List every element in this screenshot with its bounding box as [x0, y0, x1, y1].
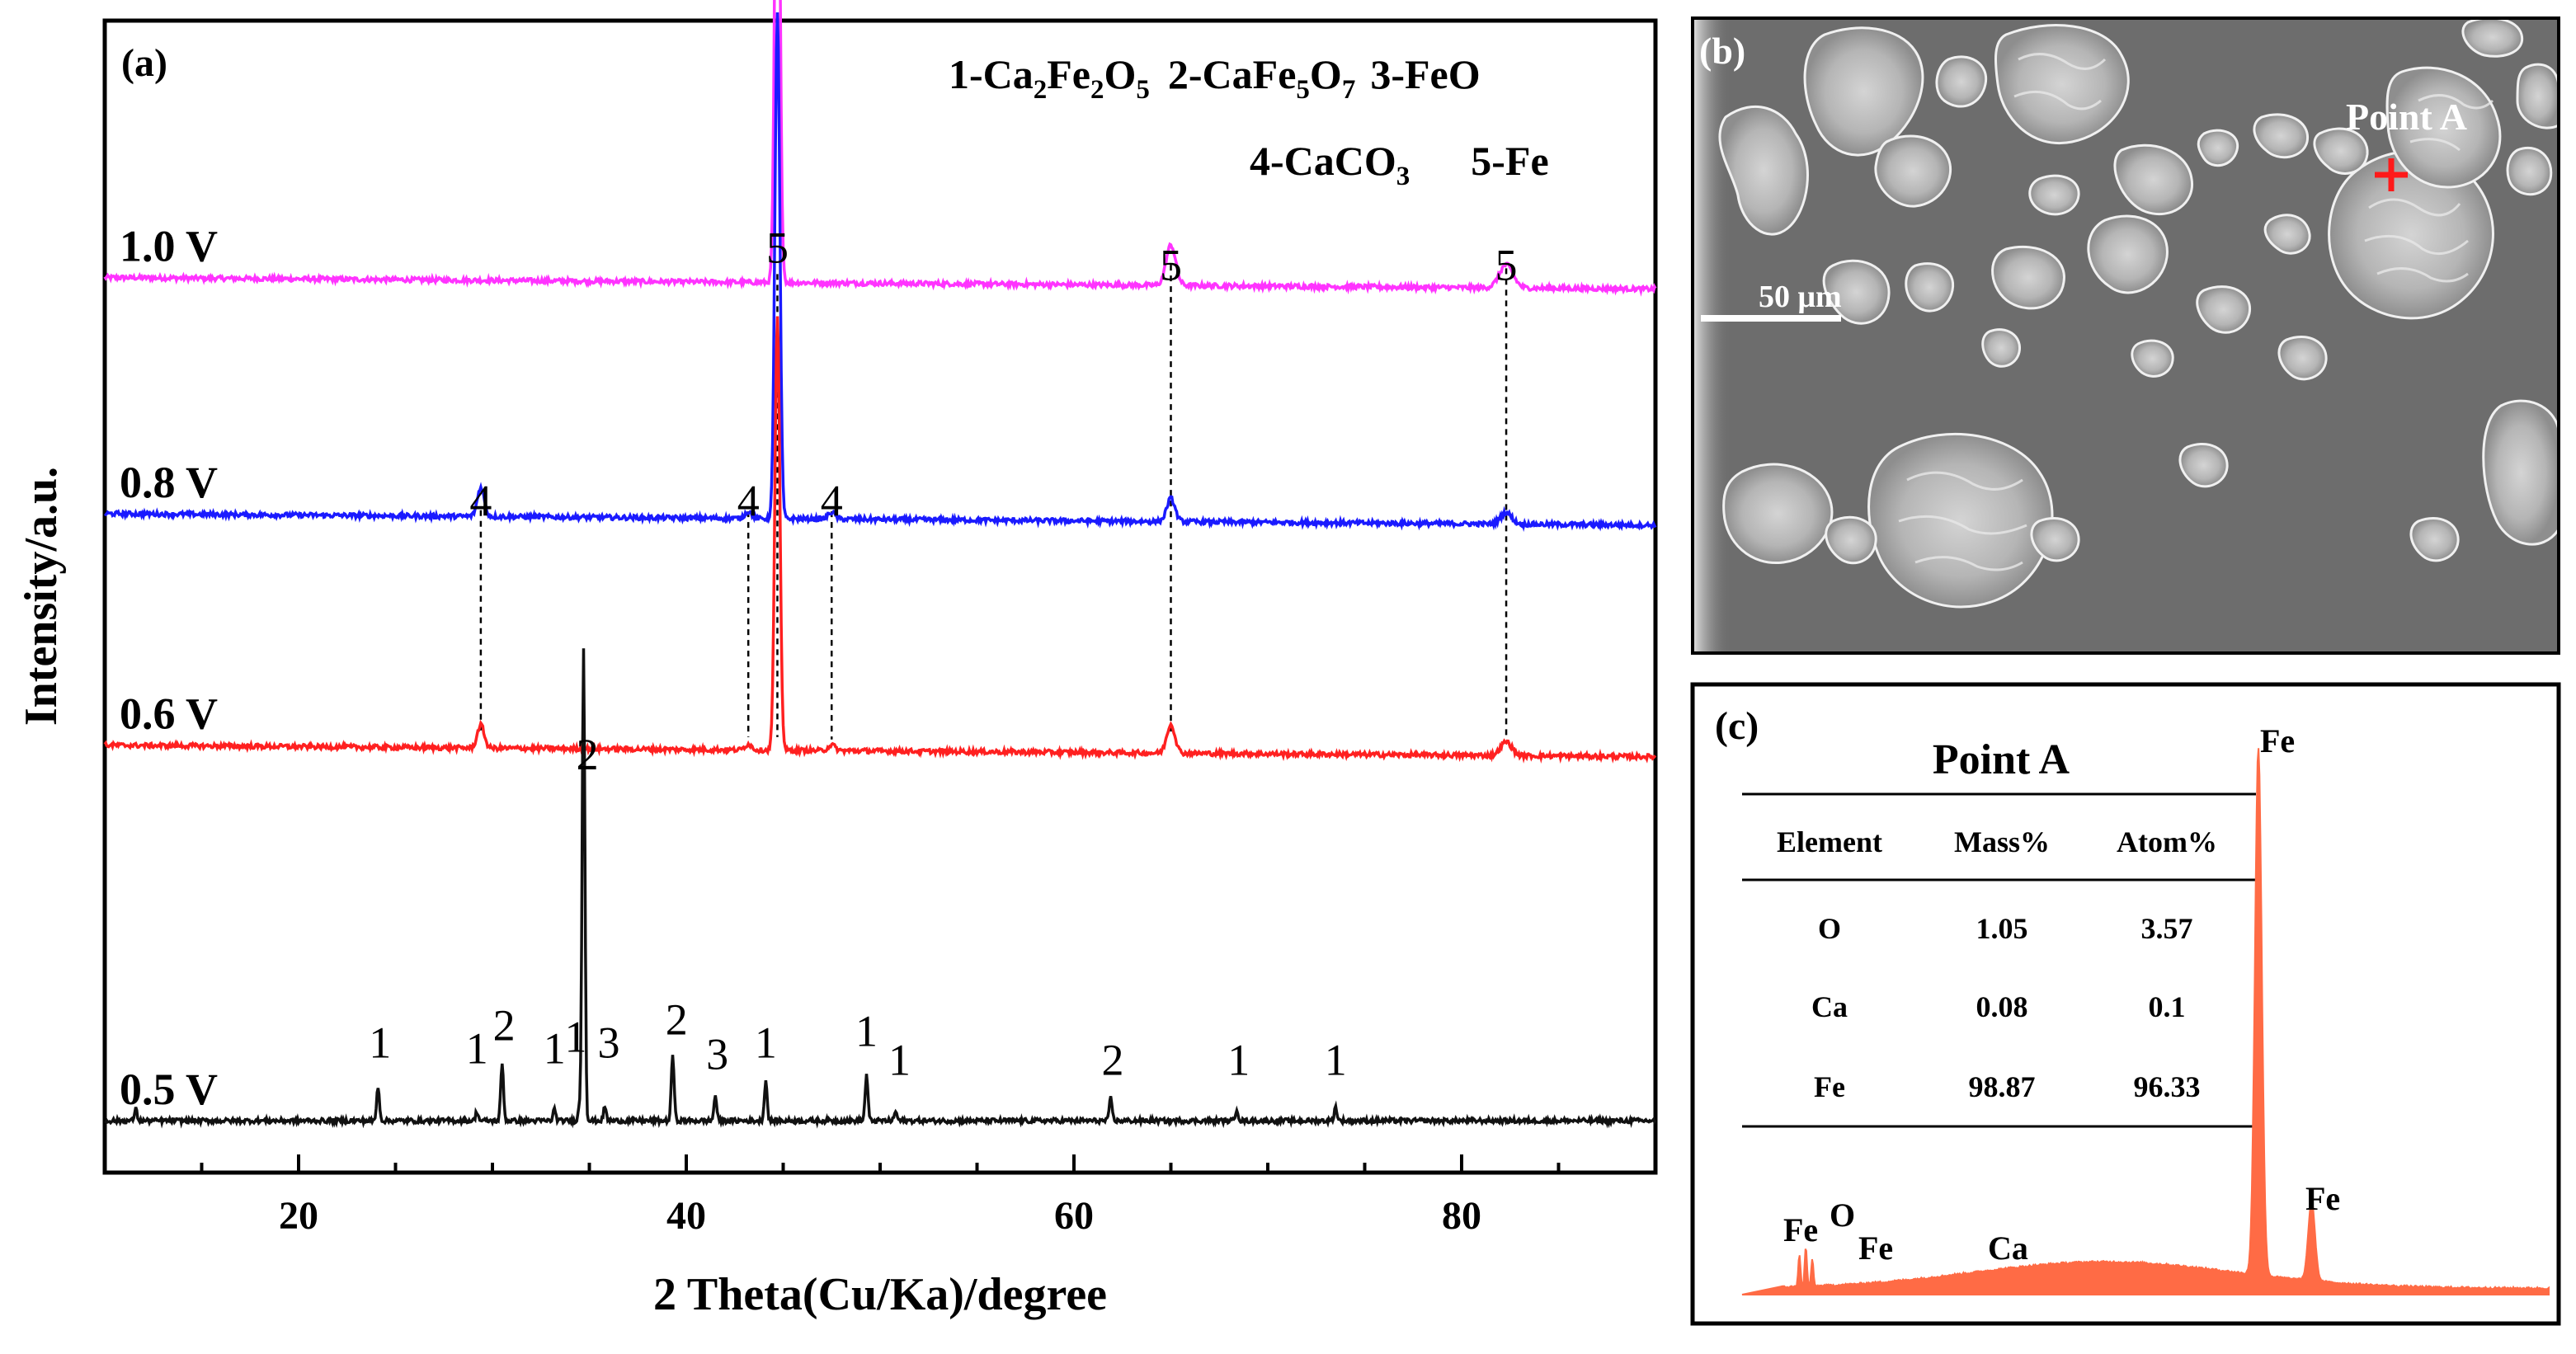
peak-label: 4	[737, 477, 760, 526]
sem-particle-texture	[1898, 53, 2494, 571]
peak-label: 1	[1325, 1035, 1347, 1084]
table-header-mass: Mass%	[1954, 825, 2050, 858]
panel-c-label: (c)	[1715, 704, 1759, 748]
eds-frame	[1690, 682, 2561, 1326]
sem-particles	[1718, 18, 2559, 609]
series-label: 0.6 V	[120, 689, 218, 739]
eds-peak-label-fe-kb: Fe	[2305, 1180, 2340, 1217]
panel-b-label: (b)	[1699, 30, 1745, 72]
table-cell: 96.33	[2134, 1070, 2201, 1103]
xrd-x-ticks: 20 40 60 80	[200, 1154, 1561, 1238]
legend-row-2: 4-CaCO3 5-Fe	[1250, 138, 1549, 191]
x-tick-label: 40	[666, 1194, 706, 1238]
x-tick-label: 20	[279, 1194, 318, 1238]
xrd-plot-frame	[102, 18, 1658, 1175]
table-cell: 98.87	[1969, 1070, 2036, 1103]
peak-label: 5	[1495, 240, 1518, 289]
peak-label: 1	[1227, 1035, 1250, 1084]
peak-label: 2	[577, 730, 599, 779]
series-label: 1.0 V	[120, 222, 218, 271]
panel-a-label: (a)	[121, 41, 167, 85]
xrd-series	[103, 0, 1657, 1129]
table-cell: 3.57	[2141, 912, 2193, 945]
table-cell: 1.05	[1976, 912, 2028, 945]
peak-label: 5	[766, 223, 789, 272]
eds-spectrum	[1741, 748, 2550, 1295]
eds-table-title: Point A	[1933, 736, 2070, 783]
sem-image: Point A (b) 50 μm	[1693, 18, 2559, 653]
peak-label: 2	[493, 1000, 516, 1050]
series-line-08V	[103, 12, 1657, 533]
legend-entry-2-cafe5o7: 2-CaFe5O7	[1168, 51, 1355, 105]
table-header-atom: Atom%	[2117, 825, 2217, 858]
x-tick-label: 60	[1054, 1194, 1094, 1238]
x-tick-label: 80	[1442, 1194, 1481, 1238]
point-a-label: Point A	[2346, 96, 2467, 138]
peak-label: 4	[821, 477, 843, 526]
y-axis-title: Intensity/a.u.	[16, 467, 67, 726]
eds-panel: (c) Point A Element Mass% Atom% O 1.05 3…	[1690, 682, 2561, 1326]
table-cell: Fe	[1814, 1070, 1845, 1103]
table-cell: 0.08	[1976, 990, 2028, 1023]
peak-label: 3	[598, 1018, 620, 1067]
series-line-06V	[103, 316, 1657, 764]
eds-peak-label-o-k: O	[1830, 1197, 1855, 1234]
peak-label: 2	[666, 994, 688, 1044]
peak-label: 1	[855, 1006, 878, 1055]
table-header-element: Element	[1777, 825, 1882, 858]
peak-label: 1	[466, 1023, 488, 1073]
table-cell: O	[1818, 912, 1841, 945]
eds-peak-label-fe-ka: Fe	[2260, 722, 2295, 759]
scale-bar	[1701, 315, 1841, 322]
eds-table: Element Mass% Atom% O 1.05 3.57 Ca 0.08 …	[1777, 825, 2217, 1103]
xrd-series-labels: 1.0 V 0.8 V 0.6 V 0.5 V	[120, 222, 218, 1115]
legend-entry-3-feo: 3-FeO	[1370, 51, 1480, 97]
peak-label: 4	[469, 477, 492, 526]
eds-peak-label-ca-k: Ca	[1988, 1229, 2028, 1267]
legend-entry-5-fe: 5-Fe	[1471, 138, 1548, 184]
legend-row-1: 1-Ca2Fe2O5 2-CaFe5O7 3-FeO	[949, 51, 1481, 105]
peak-label: 1	[755, 1018, 777, 1067]
eds-peak-label-fe-l: Fe	[1783, 1211, 1818, 1248]
eds-peak-label-fe-l2: Fe	[1858, 1229, 1893, 1267]
series-line-10V	[103, 0, 1657, 297]
peak-label: 1	[369, 1018, 391, 1067]
series-label: 0.8 V	[120, 458, 218, 507]
table-cell: 0.1	[2149, 990, 2186, 1023]
legend-entry-1-ca2fe2o5: 1-Ca2Fe2O5	[949, 51, 1150, 105]
series-label: 0.5 V	[120, 1065, 218, 1114]
sem-image-border	[1691, 16, 2560, 655]
series-line-05V	[104, 648, 1657, 1129]
sem-image-panel: Point A (b) 50 μm	[1691, 16, 2560, 655]
peak-label: 1	[888, 1035, 911, 1084]
peak-label: 1	[544, 1023, 566, 1073]
x-axis-title: 2 Theta(Cu/Ka)/degree	[653, 1269, 1107, 1320]
peak-label: 1	[565, 1012, 587, 1061]
legend-entry-4-caco3: 4-CaCO3	[1250, 138, 1410, 191]
scale-bar-label: 50 μm	[1759, 280, 1842, 314]
peak-label: 5	[1160, 240, 1182, 289]
peak-label: 3	[706, 1029, 728, 1079]
table-cell: Ca	[1811, 990, 1848, 1023]
peak-label: 2	[1102, 1035, 1124, 1084]
